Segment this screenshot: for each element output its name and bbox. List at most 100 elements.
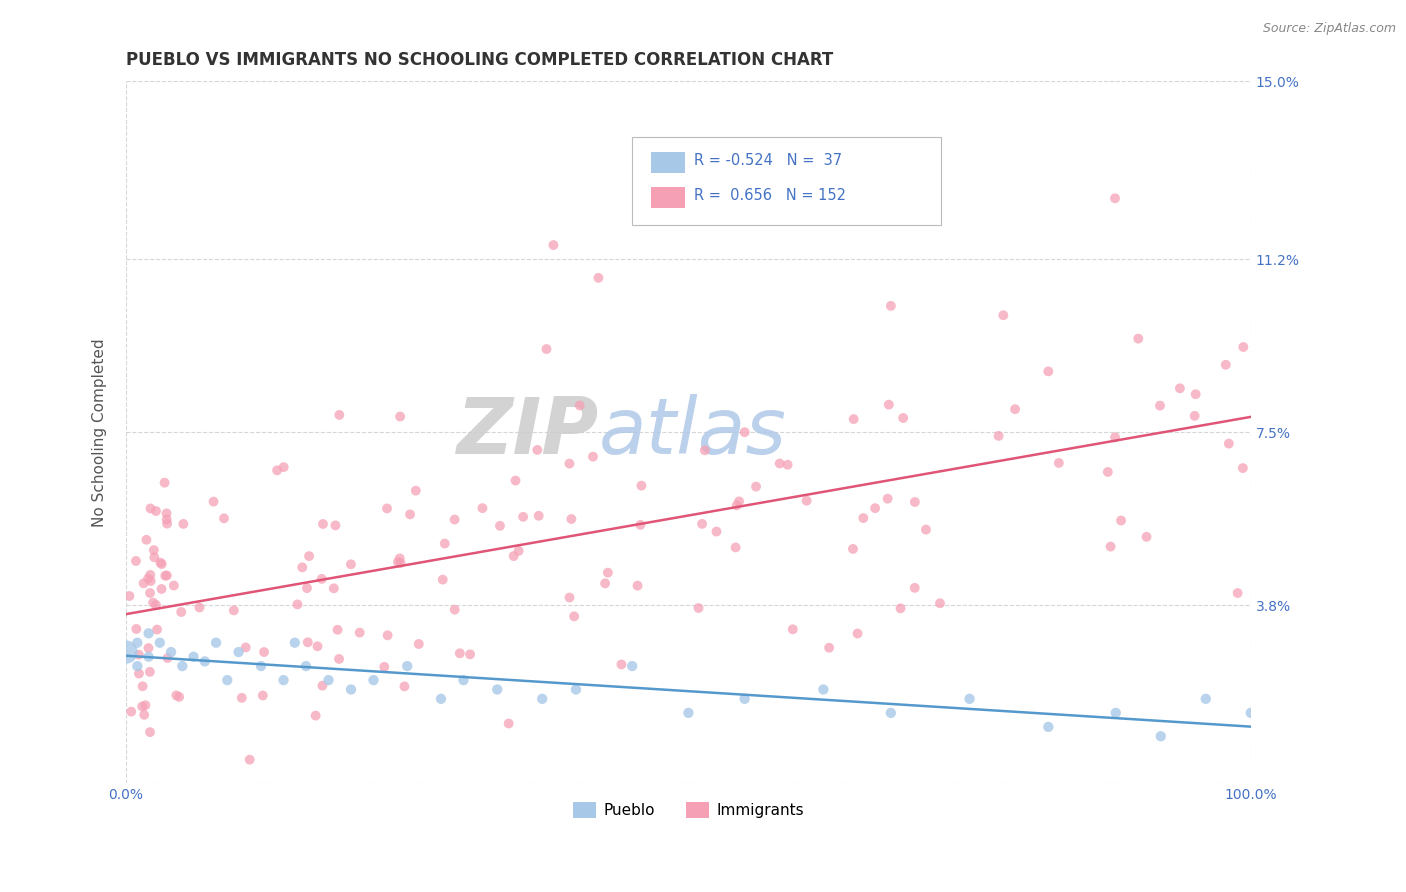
Point [993,308,1015,322]
Point [846,626,869,640]
Point [149,556,172,570]
Point [1149,399,1171,413]
Point [508,544,530,558]
Point [769,457,792,471]
Point [904,581,927,595]
Point [231,690,253,705]
Point [408,637,430,651]
Point [311,679,333,693]
Point [156,568,179,582]
Point [1168,381,1191,395]
Point [1135,530,1157,544]
Point [443,602,465,616]
Point [1128,332,1150,346]
Point [252,689,274,703]
Point [593,576,616,591]
Point [389,409,412,424]
Point [1232,461,1254,475]
Point [904,495,927,509]
Point [433,536,456,550]
Point [307,640,329,654]
Point [512,509,534,524]
Point [297,635,319,649]
Point [266,463,288,477]
Point [1038,364,1060,378]
Point [135,533,157,547]
Point [150,557,173,571]
Point [139,586,162,600]
Point [690,516,713,531]
Point [915,523,938,537]
Point [728,494,751,508]
Text: atlas: atlas [599,394,786,470]
Point [929,596,952,610]
Point [131,679,153,693]
Point [1232,340,1254,354]
Point [842,541,865,556]
Point [852,511,875,525]
Point [527,508,550,523]
Point [291,560,314,574]
Point [745,480,768,494]
Point [1099,540,1122,554]
Point [118,589,141,603]
Point [1184,409,1206,423]
Point [987,429,1010,443]
Point [156,651,179,665]
Point [796,493,818,508]
Point [959,691,981,706]
Point [458,648,481,662]
Point [328,408,350,422]
Point [170,605,193,619]
Point [1047,456,1070,470]
Point [160,645,183,659]
Point [430,691,453,706]
Point [628,517,651,532]
Point [432,573,454,587]
Point [568,399,591,413]
Point [165,689,187,703]
Point [389,556,412,570]
Point [880,299,903,313]
Point [304,708,326,723]
Point [284,636,307,650]
Point [596,566,619,580]
Point [449,646,471,660]
Point [543,238,565,252]
Point [139,725,162,739]
Point [1195,691,1218,706]
Point [558,457,581,471]
Point [328,652,350,666]
Point [453,673,475,687]
Point [582,450,605,464]
Point [498,716,520,731]
Y-axis label: No Schooling Completed: No Schooling Completed [93,338,107,526]
Point [734,691,756,706]
Point [891,411,914,425]
Point [134,707,156,722]
Point [138,641,160,656]
Point [1104,191,1126,205]
Point [194,654,217,668]
Point [396,659,419,673]
Point [725,499,748,513]
Point [156,512,179,526]
Point [531,691,554,706]
Point [128,666,150,681]
Point [388,551,411,566]
Point [610,657,633,672]
Point [471,501,494,516]
Point [183,649,205,664]
Point [202,494,225,508]
Point [688,601,710,615]
Point [486,682,509,697]
Point [235,640,257,655]
Point [145,504,167,518]
Point [228,645,250,659]
Point [239,753,262,767]
Point [134,698,156,713]
Point [1038,720,1060,734]
Point [325,518,347,533]
Point [340,682,363,697]
Point [505,474,527,488]
